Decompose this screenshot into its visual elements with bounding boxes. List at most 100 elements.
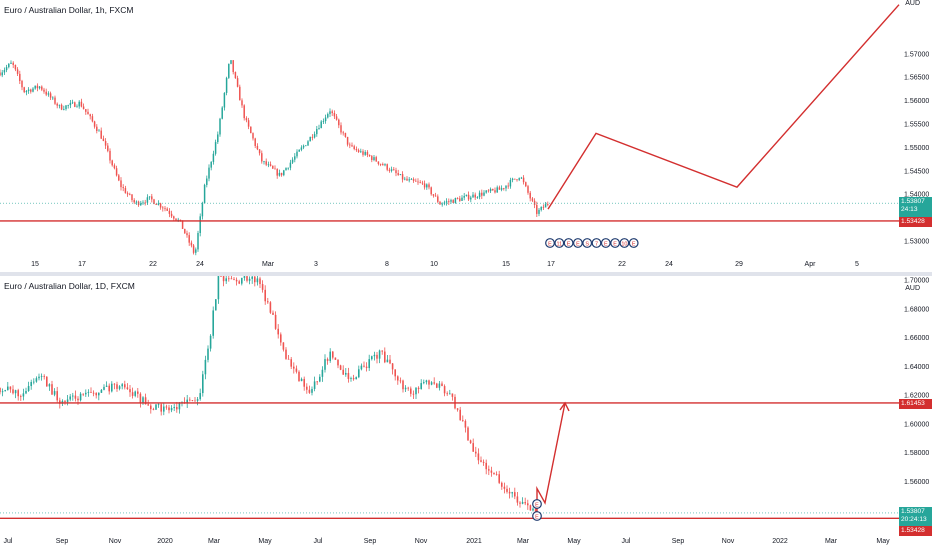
candle-body	[425, 380, 428, 383]
candle-body	[236, 78, 239, 87]
candle-body	[434, 195, 437, 197]
candle-body	[360, 365, 363, 370]
candle-body	[465, 194, 468, 197]
candle-body	[72, 395, 74, 397]
event-marker-label: S	[585, 242, 589, 248]
candle-body	[95, 393, 97, 396]
candle-body	[144, 397, 147, 405]
time-axis-label: 15	[502, 261, 510, 268]
candle-body	[107, 145, 109, 151]
candle-body	[25, 391, 27, 394]
candle-body	[162, 207, 164, 209]
candle-body	[21, 80, 23, 88]
candle-body	[527, 186, 529, 193]
event-marker-label: E	[632, 242, 636, 248]
candle-body	[137, 391, 139, 394]
candle-body	[215, 299, 217, 311]
candle-body	[522, 177, 525, 183]
candle-body	[121, 384, 123, 387]
candle-body	[426, 184, 428, 188]
price-axis-label: 1.56000	[904, 479, 929, 486]
hourly-chart-pane[interactable]: 1.57000 1.56500 1.56000 1.55500 1.55000 1.545…	[0, 0, 932, 272]
candle-body	[503, 486, 506, 489]
candle-body	[344, 132, 347, 137]
candle-body	[20, 396, 22, 398]
candle-body	[332, 351, 334, 358]
time-axis-label: May	[258, 538, 272, 545]
price-axis-label: 1.57000	[904, 51, 929, 58]
candle-body	[212, 153, 215, 162]
candle-body	[417, 387, 420, 389]
candle-body	[516, 179, 518, 181]
candle-body	[230, 60, 232, 64]
candle-body	[536, 204, 538, 214]
time-axis-label: 8	[385, 261, 389, 268]
candle-body	[289, 162, 292, 168]
time-axis-label: Jul	[622, 538, 631, 545]
candle-body	[46, 376, 48, 387]
candle-body	[463, 196, 465, 198]
candle-body	[248, 278, 251, 281]
candle-body	[421, 182, 424, 184]
last-price-value: 1.53807	[901, 198, 925, 206]
event-marker-label: E	[567, 242, 571, 248]
candle-body	[0, 72, 1, 76]
candle-body	[329, 351, 331, 361]
pane-separator[interactable]	[0, 272, 932, 276]
event-marker-label: E	[604, 242, 608, 248]
candle-body	[386, 359, 389, 363]
candle-body	[5, 67, 8, 71]
candle-body	[456, 408, 459, 410]
candle-body	[212, 310, 214, 336]
candle-body	[105, 385, 108, 387]
last-price-tag: 1.53807 24:13	[899, 197, 932, 218]
candle-body	[406, 178, 408, 181]
candle-body	[277, 328, 279, 335]
candle-body	[305, 145, 307, 147]
daily-chart[interactable]: 1.70000 1.68000 1.66000 1.64000 1.62000 1.600…	[0, 276, 932, 550]
candle-body	[531, 198, 534, 201]
time-axis-label: 2021	[466, 538, 482, 545]
candle-body	[34, 85, 36, 89]
candle-body	[186, 233, 188, 236]
event-marker-icon	[545, 238, 555, 248]
candle-body	[0, 387, 1, 393]
candle-body	[485, 190, 487, 193]
candle-body	[495, 473, 498, 475]
candle-body	[338, 119, 340, 126]
candle-body	[311, 388, 313, 393]
candle-body	[241, 100, 243, 106]
candle-body	[153, 199, 155, 204]
price-axis-label: 1.54000	[904, 192, 929, 199]
candle-body	[7, 386, 9, 391]
candle-body	[201, 203, 204, 217]
candle-body	[371, 156, 373, 160]
event-marker-label: E	[548, 242, 552, 248]
candle-body	[533, 200, 536, 205]
candle-body	[208, 167, 210, 179]
candle-body	[254, 138, 256, 146]
candle-body	[459, 198, 461, 201]
candle-body	[428, 184, 430, 188]
candle-body	[285, 168, 287, 171]
candle-body	[235, 279, 238, 282]
candle-body	[217, 276, 220, 300]
candle-body	[164, 208, 166, 210]
candle-body	[399, 380, 402, 382]
candle-body	[41, 86, 43, 90]
candle-body	[294, 156, 296, 160]
daily-chart-pane[interactable]: 1.70000 1.68000 1.66000 1.64000 1.62000 1.600…	[0, 276, 932, 550]
candle-body	[293, 366, 295, 369]
candle-body	[432, 194, 435, 196]
candle-body	[113, 383, 116, 385]
candle-body	[445, 201, 448, 203]
event-marker-label: E	[613, 242, 617, 248]
candle-body	[278, 172, 281, 176]
hourly-chart[interactable]: 1.57000 1.56500 1.56000 1.55500 1.55000 1.545…	[0, 0, 932, 272]
candle-body	[90, 391, 92, 393]
candle-body	[173, 407, 175, 409]
candle-body	[506, 488, 508, 492]
candle-body	[82, 106, 85, 110]
candle-body	[129, 389, 131, 393]
candle-body	[177, 219, 179, 221]
